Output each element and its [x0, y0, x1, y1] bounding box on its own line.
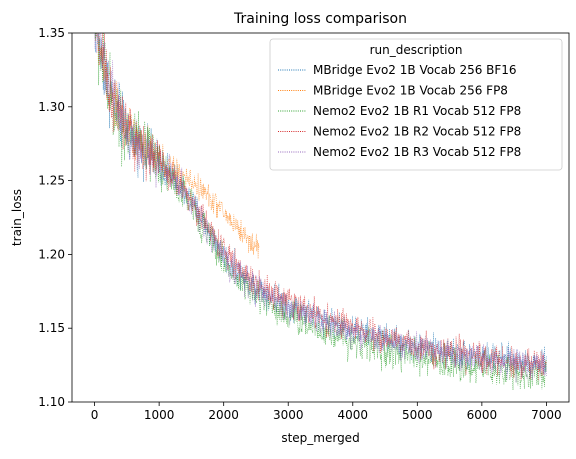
- x-tick-label: 2000: [208, 408, 239, 422]
- legend-frame: [269, 38, 563, 171]
- x-axis: 0 1000 2000 3000 4000 5000 6000 7000: [91, 402, 562, 422]
- legend-title: run_description: [370, 43, 463, 57]
- y-tick-label: 1.15: [38, 321, 65, 335]
- y-tick-label: 1.35: [38, 26, 65, 40]
- legend-entry-4: Nemo2 Evo2 1B R2 Vocab 512 FP8: [313, 125, 521, 139]
- series-line-4: [97, 33, 547, 381]
- y-tick-label: 1.30: [38, 100, 65, 114]
- y-tick-label: 1.10: [38, 395, 65, 409]
- legend-entry-3: Nemo2 Evo2 1B R1 Vocab 512 FP8: [313, 104, 521, 118]
- x-tick-label: 5000: [402, 408, 433, 422]
- legend-entry-5: Nemo2 Evo2 1B R3 Vocab 512 FP8: [313, 145, 521, 159]
- x-tick-label: 7000: [531, 408, 562, 422]
- plot-frame: [71, 32, 570, 403]
- legend-entry-2: MBridge Evo2 1B Vocab 256 FP8: [313, 84, 508, 98]
- y-tick-label: 1.25: [38, 174, 65, 188]
- y-axis: 1.10 1.15 1.20 1.25 1.30 1.35: [38, 26, 72, 409]
- x-tick-label: 6000: [467, 408, 498, 422]
- y-axis-label: train_loss: [10, 189, 24, 246]
- legend-entry-1: MBridge Evo2 1B Vocab 256 BF16: [313, 63, 517, 77]
- series-layer: [94, 33, 547, 391]
- series-line-5: [94, 33, 547, 383]
- x-axis-label: step_merged: [281, 431, 359, 445]
- x-tick-label: 1000: [144, 408, 175, 422]
- y-tick-label: 1.20: [38, 247, 65, 261]
- chart-title: Training loss comparison: [233, 11, 407, 27]
- legend: run_description MBridge Evo2 1B Vocab 25…: [269, 38, 563, 171]
- series-line-2: [95, 33, 260, 259]
- x-tick-label: 3000: [273, 408, 304, 422]
- x-tick-label: 0: [91, 408, 99, 422]
- x-tick-label: 4000: [337, 408, 368, 422]
